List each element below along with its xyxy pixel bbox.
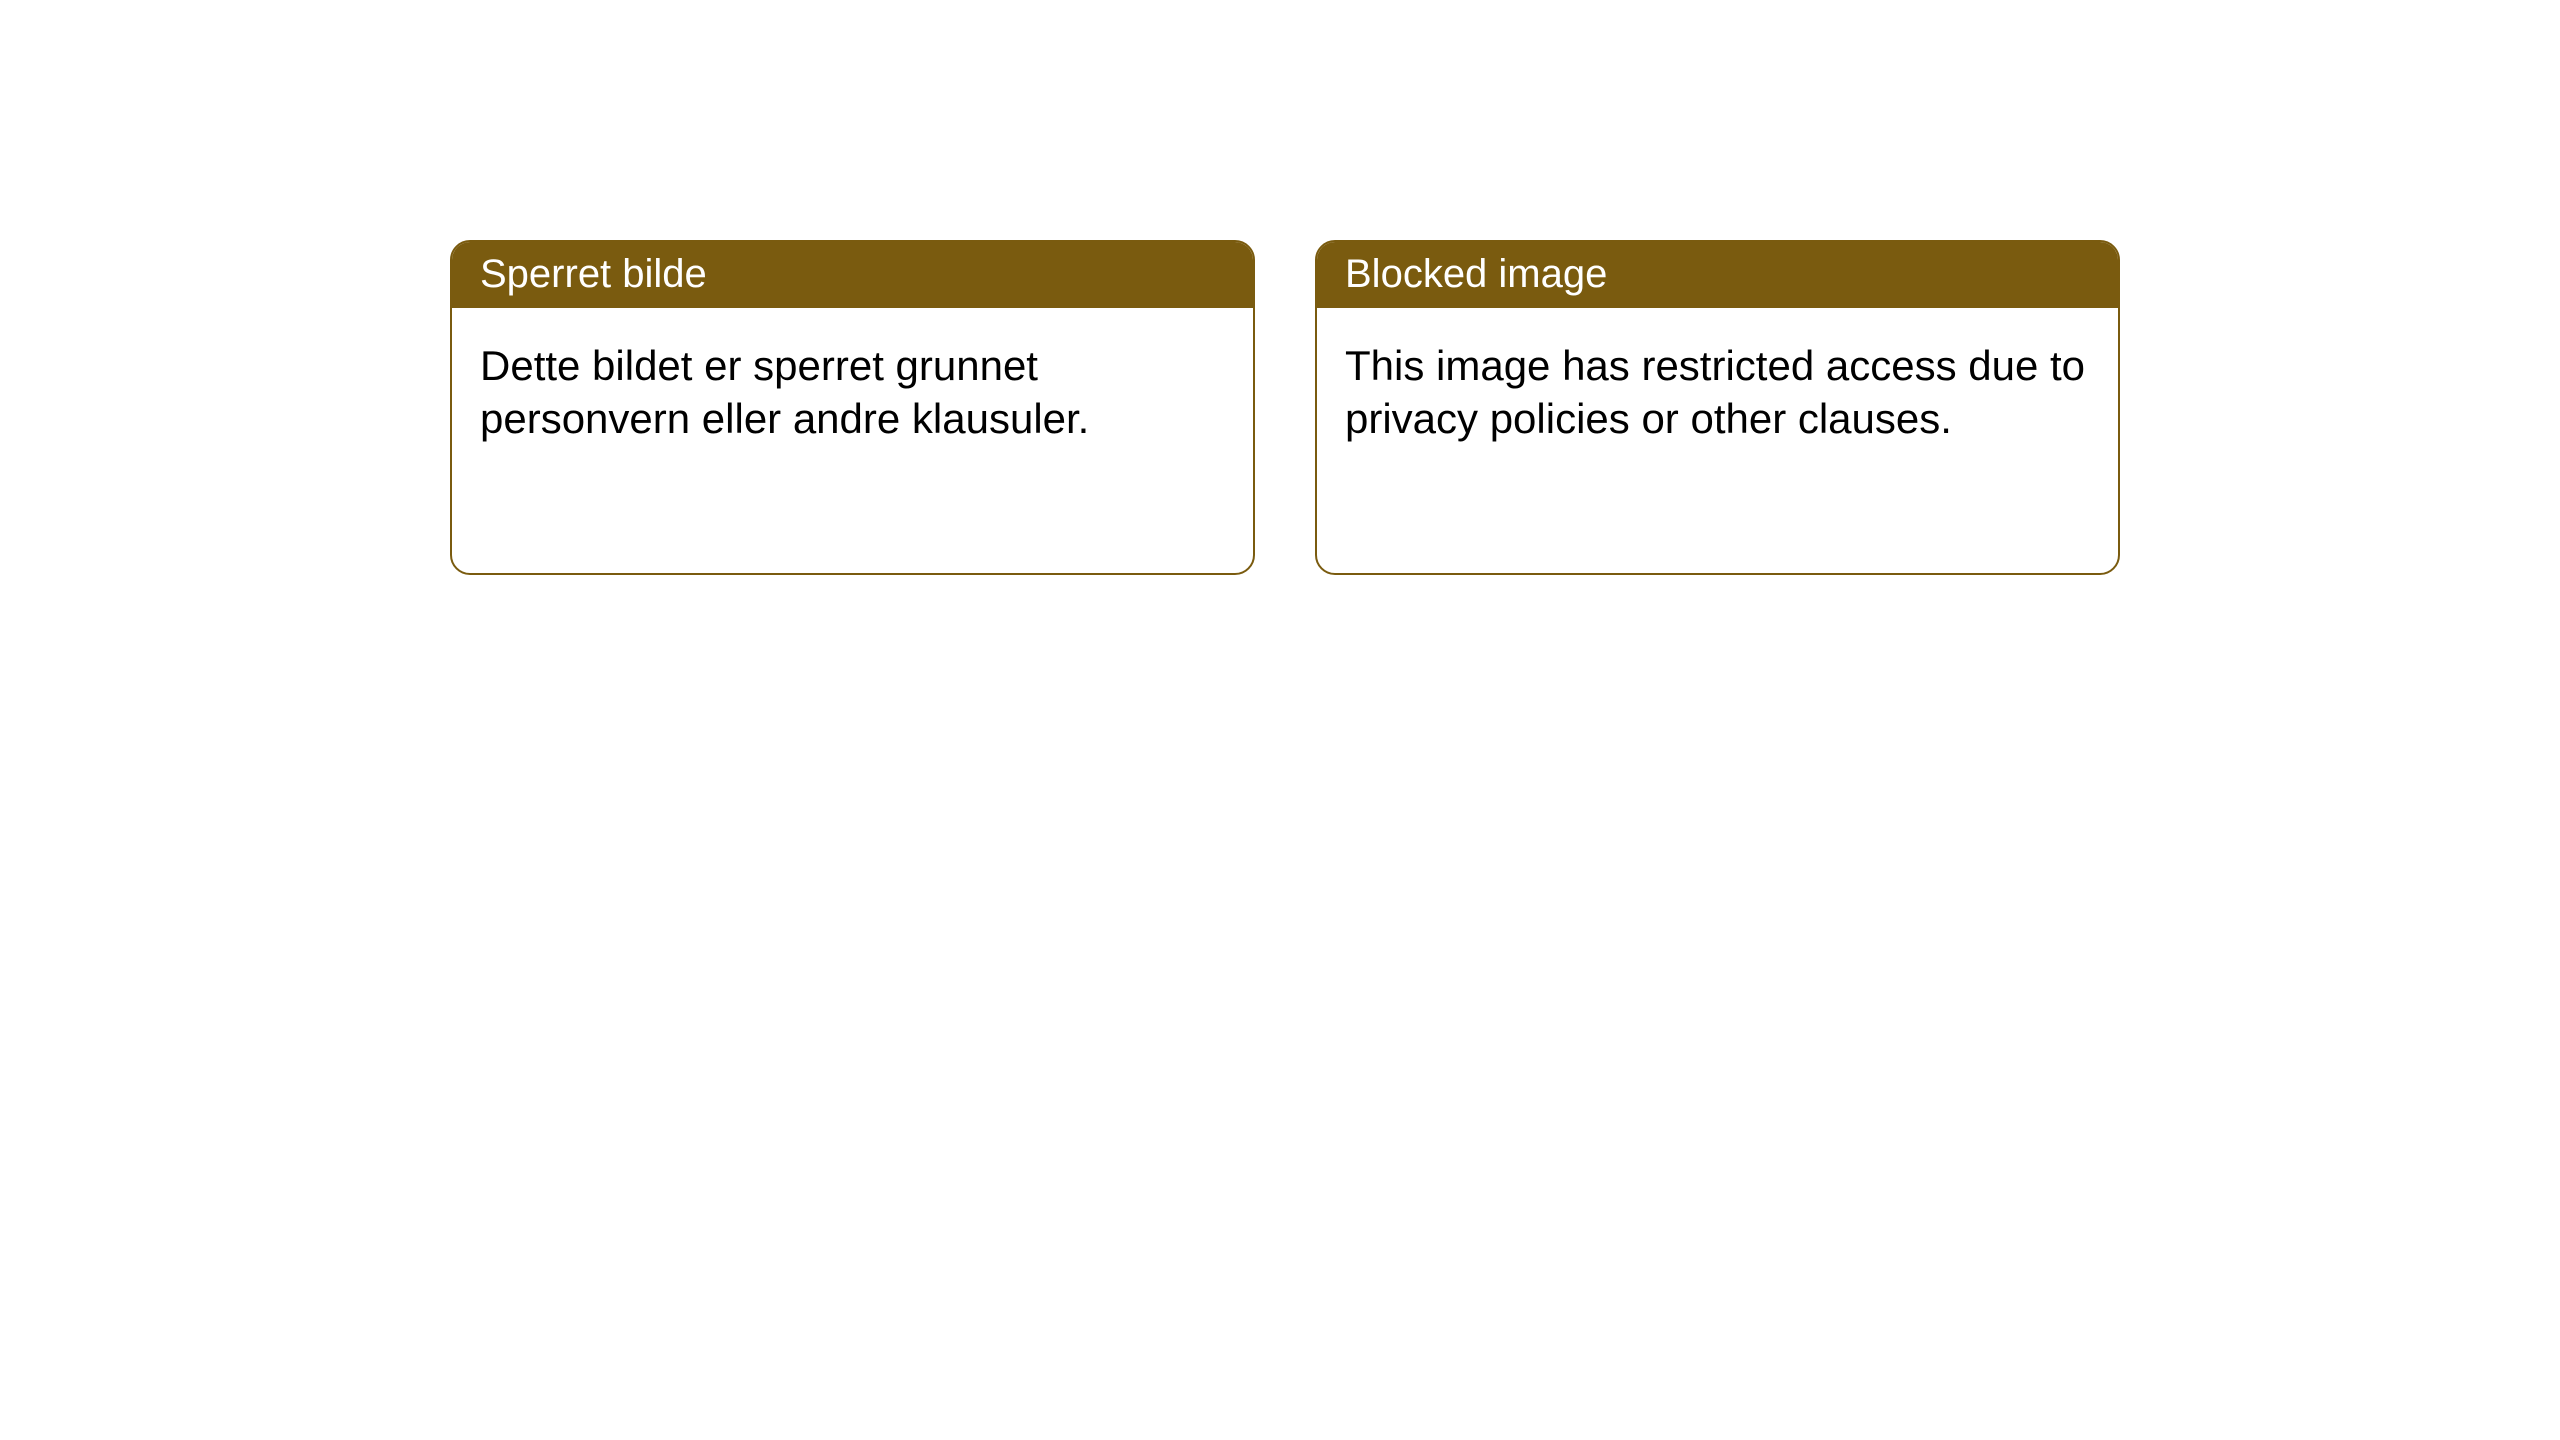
notice-card-body: This image has restricted access due to … [1317, 308, 2118, 477]
notice-card-norwegian: Sperret bilde Dette bildet er sperret gr… [450, 240, 1255, 575]
notice-card-title: Blocked image [1317, 242, 2118, 308]
notice-cards-container: Sperret bilde Dette bildet er sperret gr… [0, 0, 2560, 575]
notice-card-body: Dette bildet er sperret grunnet personve… [452, 308, 1253, 477]
notice-card-title: Sperret bilde [452, 242, 1253, 308]
notice-card-english: Blocked image This image has restricted … [1315, 240, 2120, 575]
